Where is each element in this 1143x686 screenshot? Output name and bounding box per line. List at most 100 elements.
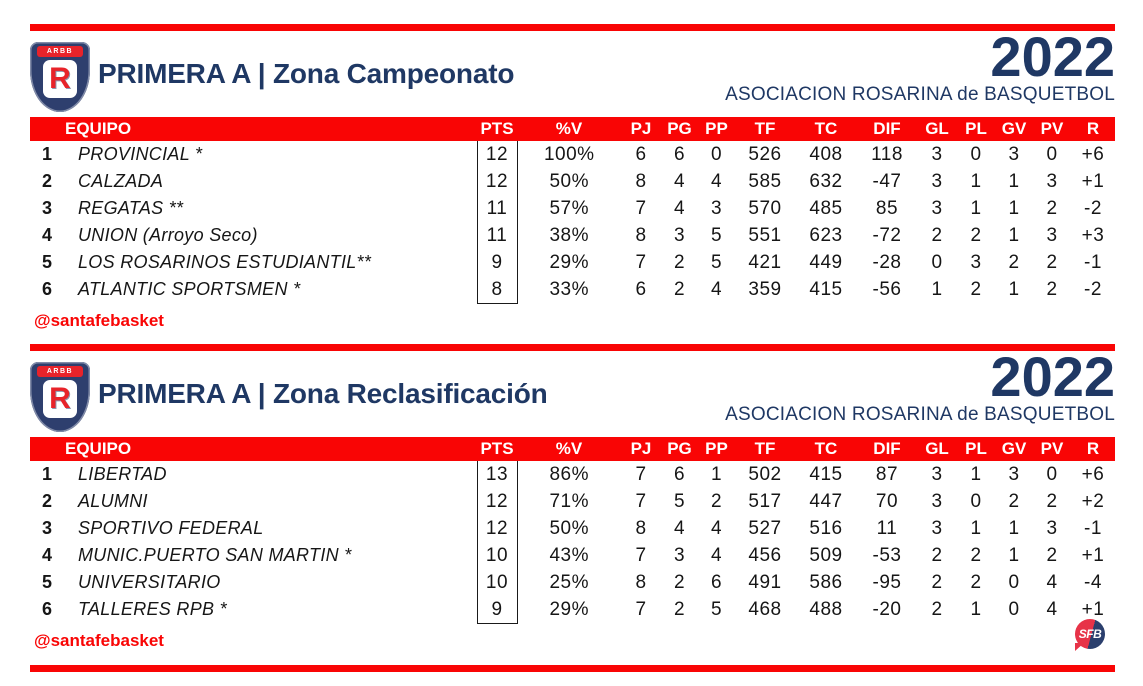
dif-cell: -95 xyxy=(872,571,902,593)
pp-cell: 4 xyxy=(710,544,723,566)
gl-cell: 3 xyxy=(931,463,943,485)
team-cell: ATLANTIC SPORTSMEN * xyxy=(78,279,301,300)
social-handle: @santafebasket xyxy=(34,311,164,330)
pj-cell: 8 xyxy=(635,517,647,539)
pj-cell: 6 xyxy=(635,143,647,165)
r-cell: -1 xyxy=(1084,517,1102,539)
pts-cell: 9 xyxy=(476,249,518,276)
vpct-cell: 29% xyxy=(549,251,590,273)
tc-cell: 632 xyxy=(809,170,843,192)
r-cell: +6 xyxy=(1081,143,1105,165)
rank-cell: 4 xyxy=(41,545,52,565)
social-handle: @santafebasket xyxy=(34,631,164,650)
column-header-dif: DIF xyxy=(857,117,917,141)
column-header-gl: GL xyxy=(917,437,957,461)
team-cell: SPORTIVO FEDERAL xyxy=(78,518,264,538)
rank-cell: 1 xyxy=(41,464,52,484)
table-row: 6 ATLANTIC SPORTSMEN * 8 33% 6 2 4 359 4… xyxy=(30,276,1115,304)
pj-cell: 6 xyxy=(635,278,647,300)
pg-cell: 2 xyxy=(673,598,686,620)
gv-cell: 1 xyxy=(1008,224,1020,246)
vpct-cell: 25% xyxy=(549,571,590,593)
r-cell: -2 xyxy=(1084,278,1102,300)
section-header-campeonato: ARBB R PRIMERA A | Zona Campeonato 2022 … xyxy=(30,25,1115,117)
pp-cell: 3 xyxy=(710,197,723,219)
pv-cell: 4 xyxy=(1046,598,1058,620)
column-header-equipo: EQUIPO xyxy=(30,117,477,141)
pl-cell: 1 xyxy=(970,170,982,192)
column-header-pp: PP xyxy=(698,437,735,461)
table-row: 3 SPORTIVO FEDERAL 12 50% 8 4 4 527 516 … xyxy=(30,515,1115,542)
team-cell: TALLERES RPB * xyxy=(78,599,227,620)
pp-cell: 5 xyxy=(710,224,723,246)
association-label: ASOCIACION ROSARINA de BASQUETBOL xyxy=(725,83,1115,105)
pp-cell: 4 xyxy=(710,278,723,300)
column-header-pp: PP xyxy=(698,117,735,141)
column-header-dif: DIF xyxy=(857,437,917,461)
dif-cell: -72 xyxy=(872,224,902,246)
tf-cell: 491 xyxy=(748,571,782,593)
standings-table-reclasificacion: EQUIPO PTS %V PJ PG PP TF TC DIF GL PL G… xyxy=(30,437,1116,624)
gl-cell: 3 xyxy=(931,197,943,219)
pts-cell: 11 xyxy=(476,195,518,222)
arbb-logo-letter: R xyxy=(49,382,71,415)
rank-cell: 2 xyxy=(41,491,52,511)
pg-cell: 4 xyxy=(673,197,686,219)
bottom-red-bar xyxy=(30,665,1115,672)
section-title: PRIMERA A | Zona Reclasificación xyxy=(98,378,548,409)
table-row: 4 UNION (Arroyo Seco) 11 38% 8 3 5 551 6… xyxy=(30,222,1115,249)
section-header-reclasificacion: ARBB R PRIMERA A | Zona Reclasificación … xyxy=(30,345,1115,437)
pg-cell: 3 xyxy=(673,224,686,246)
pp-cell: 5 xyxy=(710,251,723,273)
pg-cell: 2 xyxy=(673,571,686,593)
tf-cell: 526 xyxy=(748,143,782,165)
pp-cell: 6 xyxy=(710,571,723,593)
team-cell: PROVINCIAL * xyxy=(78,144,203,164)
arbb-logo-letterbox: R xyxy=(43,60,77,98)
r-cell: -4 xyxy=(1084,571,1102,593)
tf-cell: 527 xyxy=(748,517,782,539)
table-row: 4 MUNIC.PUERTO SAN MARTIN * 10 43% 7 3 4… xyxy=(30,542,1115,569)
pp-cell: 5 xyxy=(710,598,723,620)
column-header-r: R xyxy=(1071,437,1115,461)
column-header-pj: PJ xyxy=(621,117,661,141)
pj-cell: 7 xyxy=(635,197,647,219)
vpct-cell: 86% xyxy=(549,463,590,485)
arbb-logo-banner: ARBB xyxy=(37,46,83,57)
gl-cell: 2 xyxy=(931,571,943,593)
gv-cell: 1 xyxy=(1008,170,1020,192)
pg-cell: 4 xyxy=(673,170,686,192)
dif-cell: 87 xyxy=(875,463,899,485)
pg-cell: 2 xyxy=(673,278,686,300)
tf-cell: 502 xyxy=(748,463,782,485)
tf-cell: 359 xyxy=(748,278,782,300)
tf-cell: 570 xyxy=(748,197,782,219)
pj-cell: 8 xyxy=(635,571,647,593)
gl-cell: 0 xyxy=(931,251,943,273)
arbb-logo: ARBB R xyxy=(30,362,90,432)
r-cell: -2 xyxy=(1084,197,1102,219)
rank-cell: 2 xyxy=(41,171,52,191)
pl-cell: 2 xyxy=(970,278,982,300)
table-row: 1 PROVINCIAL * 12 100% 6 6 0 526 408 118… xyxy=(30,141,1115,168)
tf-cell: 551 xyxy=(748,224,782,246)
vpct-cell: 33% xyxy=(549,278,590,300)
gv-cell: 1 xyxy=(1008,197,1020,219)
sfb-badge: SFB xyxy=(1075,619,1105,651)
pts-cell: 9 xyxy=(476,596,518,624)
association-label: ASOCIACION ROSARINA de BASQUETBOL xyxy=(725,403,1115,425)
table-row: 1 LIBERTAD 13 86% 7 6 1 502 415 87 3 1 3… xyxy=(30,461,1115,488)
r-cell: -1 xyxy=(1084,251,1102,273)
year-label: 2022 xyxy=(990,25,1115,88)
year-label: 2022 xyxy=(990,345,1115,408)
pg-cell: 3 xyxy=(673,544,686,566)
r-cell: +1 xyxy=(1081,170,1105,192)
pts-cell: 12 xyxy=(476,168,518,195)
column-header-tc: TC xyxy=(795,117,857,141)
pv-cell: 2 xyxy=(1046,544,1058,566)
tc-cell: 449 xyxy=(809,251,843,273)
pl-cell: 1 xyxy=(970,197,982,219)
pv-cell: 3 xyxy=(1046,224,1058,246)
vpct-cell: 43% xyxy=(549,544,590,566)
pl-cell: 2 xyxy=(970,571,982,593)
